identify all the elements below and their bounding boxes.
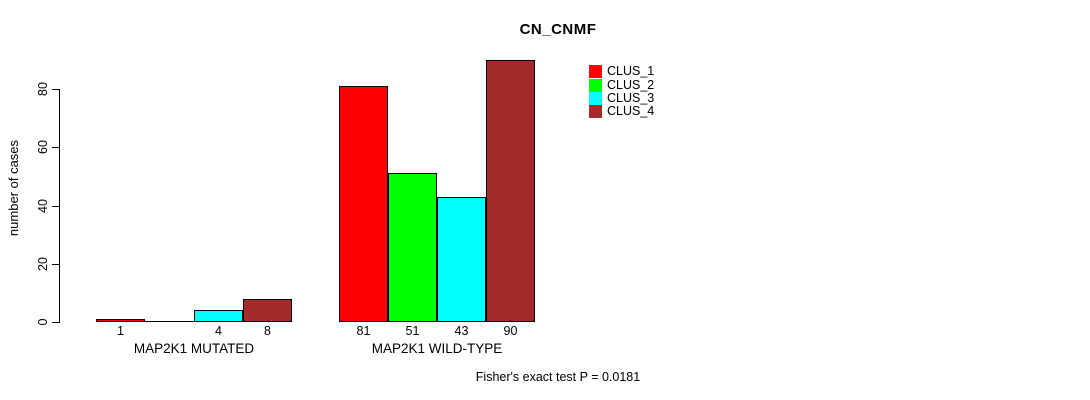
y-tick-mark <box>52 322 59 323</box>
legend-label: CLUS_1 <box>607 64 655 79</box>
group-label-wild-type: MAP2K1 WILD-TYPE <box>371 341 503 356</box>
legend: CLUS_1 CLUS_2 CLUS_3 CLUS_4 <box>589 64 655 119</box>
bar-value-label: 43 <box>454 324 469 338</box>
y-axis-label: number of cases <box>5 139 21 237</box>
y-tick-label: 20 <box>36 257 50 271</box>
legend-label: CLUS_4 <box>607 104 655 119</box>
bar-CLUS_1 <box>339 86 388 322</box>
bar-value-label: 90 <box>503 324 518 338</box>
bar-CLUS_2 <box>145 321 194 322</box>
bar-value-label: 4 <box>215 324 222 338</box>
bar-CLUS_3 <box>194 310 243 322</box>
bar-CLUS_4 <box>486 60 535 322</box>
bar-value-label: 1 <box>117 324 124 338</box>
legend-item-CLUS_4: CLUS_4 <box>589 104 655 119</box>
legend-swatch <box>589 65 602 79</box>
legend-swatch <box>589 105 602 119</box>
legend-item-CLUS_2: CLUS_2 <box>589 77 655 92</box>
y-tick-label: 40 <box>36 199 50 213</box>
bar-CLUS_4 <box>243 299 292 322</box>
y-tick-mark <box>52 147 59 148</box>
bar-CLUS_2 <box>388 173 437 322</box>
bar-CLUS_3 <box>437 197 486 322</box>
legend-swatch <box>589 78 602 92</box>
legend-swatch <box>589 91 602 105</box>
y-tick-label: 0 <box>36 318 50 326</box>
y-tick-mark <box>52 206 59 207</box>
bar-CLUS_1 <box>96 319 145 322</box>
group-label-mutated: MAP2K1 MUTATED <box>133 341 255 356</box>
bar-value-label: 81 <box>356 324 371 338</box>
fisher-test-annotation: Fisher's exact test P = 0.0181 <box>475 370 641 384</box>
chart-title: CN_CNMF <box>519 21 597 38</box>
legend-label: CLUS_3 <box>607 90 655 105</box>
legend-item-CLUS_3: CLUS_3 <box>589 90 655 105</box>
y-tick-mark <box>52 264 59 265</box>
legend-label: CLUS_2 <box>607 77 655 92</box>
y-tick-label: 60 <box>36 140 50 154</box>
legend-item-CLUS_1: CLUS_1 <box>589 64 655 79</box>
bar-value-label: 51 <box>405 324 420 338</box>
bar-value-label: 8 <box>264 324 271 338</box>
y-tick-label: 80 <box>36 82 50 96</box>
y-axis-line <box>59 89 60 323</box>
y-tick-mark <box>52 89 59 90</box>
